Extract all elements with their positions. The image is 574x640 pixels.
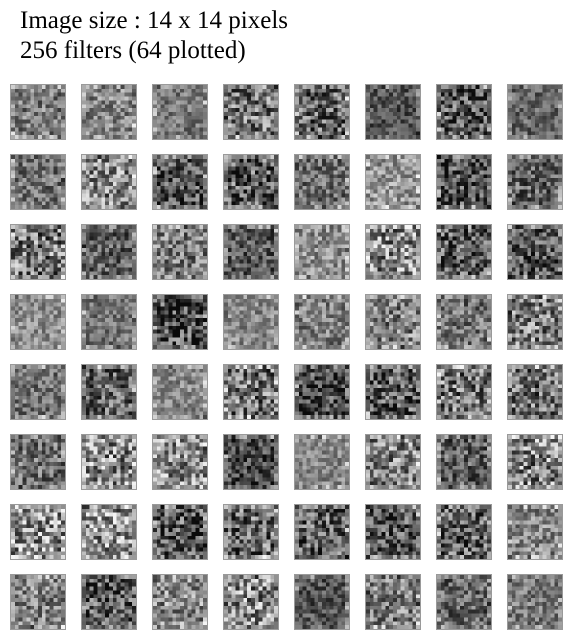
filter-thumbnail	[507, 154, 563, 210]
filter-thumbnail	[152, 84, 208, 140]
filter-thumbnail	[81, 294, 137, 350]
filter-thumbnail	[223, 434, 279, 490]
filter-thumbnail	[223, 364, 279, 420]
filter-thumbnail	[365, 224, 421, 280]
filter-thumbnail	[294, 84, 350, 140]
filter-thumbnail	[294, 434, 350, 490]
filter-thumbnail	[507, 574, 563, 630]
image-size-label: Image size : 14 x 14 pixels	[20, 7, 288, 34]
filter-thumbnail	[507, 224, 563, 280]
filter-thumbnail	[507, 84, 563, 140]
filter-thumbnail	[365, 84, 421, 140]
filter-count-label: 256 filters (64 plotted)	[20, 37, 246, 64]
filter-thumbnail	[436, 154, 492, 210]
filter-thumbnail	[81, 434, 137, 490]
filter-thumbnail	[365, 504, 421, 560]
filter-thumbnail	[223, 294, 279, 350]
filter-thumbnail	[365, 434, 421, 490]
filter-thumbnail	[294, 574, 350, 630]
filter-thumbnail	[294, 154, 350, 210]
filter-thumbnail	[223, 574, 279, 630]
filter-thumbnail	[10, 364, 66, 420]
filter-thumbnail	[365, 294, 421, 350]
filter-thumbnail	[152, 574, 208, 630]
filter-thumbnail	[223, 224, 279, 280]
filter-thumbnail	[294, 504, 350, 560]
filter-thumbnail	[81, 504, 137, 560]
filter-thumbnail	[507, 364, 563, 420]
filter-thumbnail	[10, 224, 66, 280]
filter-thumbnail	[436, 84, 492, 140]
filter-thumbnail	[10, 154, 66, 210]
filter-thumbnail	[152, 504, 208, 560]
filter-thumbnail	[294, 294, 350, 350]
filter-thumbnail	[10, 434, 66, 490]
filter-thumbnail	[152, 154, 208, 210]
filter-thumbnail	[81, 364, 137, 420]
filter-thumbnail	[81, 154, 137, 210]
filter-thumbnail	[81, 574, 137, 630]
filter-thumbnail	[10, 574, 66, 630]
filter-thumbnail	[294, 224, 350, 280]
filter-thumbnail	[152, 434, 208, 490]
filter-thumbnail	[507, 434, 563, 490]
filter-thumbnail	[436, 294, 492, 350]
filter-thumbnail	[152, 224, 208, 280]
filter-thumbnail	[223, 504, 279, 560]
filter-thumbnail	[365, 154, 421, 210]
filter-thumbnail	[365, 574, 421, 630]
filter-thumbnail	[436, 574, 492, 630]
filter-thumbnail	[81, 84, 137, 140]
filter-thumbnail	[436, 504, 492, 560]
filter-thumbnail	[507, 294, 563, 350]
filter-thumbnail	[436, 224, 492, 280]
filter-thumbnail	[152, 364, 208, 420]
filter-thumbnail	[223, 84, 279, 140]
filter-thumbnail	[10, 504, 66, 560]
filter-thumbnail	[10, 294, 66, 350]
filter-thumbnail	[81, 224, 137, 280]
filter-thumbnail	[436, 434, 492, 490]
filter-thumbnail	[10, 84, 66, 140]
filter-thumbnail	[507, 504, 563, 560]
filter-thumbnail	[436, 364, 492, 420]
figure-caption: Image size : 14 x 14 pixels 256 filters …	[20, 6, 288, 66]
filter-thumbnail	[365, 364, 421, 420]
filter-grid	[10, 84, 564, 634]
filter-thumbnail	[223, 154, 279, 210]
filter-thumbnail	[152, 294, 208, 350]
filter-thumbnail	[294, 364, 350, 420]
